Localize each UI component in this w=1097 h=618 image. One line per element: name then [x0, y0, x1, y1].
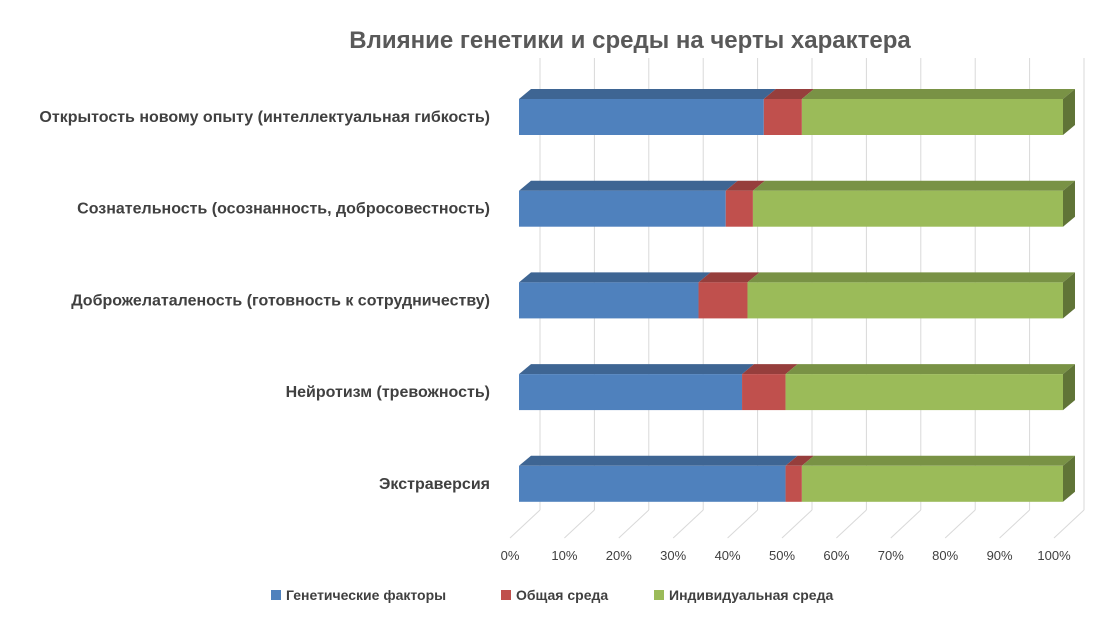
floor-gridline	[999, 509, 1030, 539]
legend-item: Индивидуальная среда	[654, 587, 833, 603]
bar-segment-side	[1063, 89, 1075, 135]
tick-label: 70%	[878, 548, 904, 563]
chart-title: Влияние генетики и среды на черты характ…	[349, 27, 911, 54]
tick-label: 30%	[660, 548, 686, 563]
tick-label: 40%	[715, 548, 741, 563]
legend-label: Генетические факторы	[286, 587, 446, 603]
bar-segment-top	[519, 89, 776, 99]
bar-segment-top	[785, 364, 1075, 375]
legend-label: Индивидуальная среда	[669, 587, 833, 603]
tick-label: 60%	[823, 548, 849, 563]
floor-gridline	[727, 509, 758, 539]
bar-row	[519, 272, 1075, 319]
floor-gridline	[781, 509, 813, 539]
bar-segment-top	[742, 364, 798, 375]
tick-label: 100%	[1037, 548, 1071, 563]
bar-segment	[519, 374, 743, 411]
bar-segment-top	[747, 272, 1075, 283]
legend-swatch	[654, 590, 664, 600]
category-label: Открытость новому опыту (интеллектуальна…	[39, 109, 490, 126]
category-label: Сознательность (осознанность, добросовес…	[77, 201, 490, 218]
tick-label: 80%	[932, 548, 958, 563]
bar-segment	[519, 282, 699, 319]
floor-gridline	[944, 509, 976, 539]
category-label: Нейротизм (тревожность)	[286, 384, 490, 401]
bar-segment	[801, 99, 1063, 135]
bar-segment	[763, 99, 802, 135]
bar-segment-top	[519, 455, 798, 466]
category-labels: Открытость новому опыту (интеллектуальна…	[39, 109, 490, 493]
bar-segment	[698, 282, 748, 319]
bar-segment	[801, 465, 1063, 502]
floor-gridline	[1053, 509, 1085, 539]
bar-segment-side	[1063, 272, 1075, 319]
bars	[519, 89, 1075, 502]
bar-segment-side	[1063, 364, 1075, 411]
bar-segment-top	[801, 455, 1075, 466]
bar-row	[519, 89, 1075, 135]
bar-segment-top	[698, 272, 760, 283]
floor-gridline	[890, 509, 922, 539]
bar-segment-top	[752, 180, 1075, 191]
legend-swatch	[271, 590, 281, 600]
tick-label: 50%	[769, 548, 795, 563]
bar-segment	[785, 374, 1063, 411]
bar-segment	[519, 190, 726, 227]
bar-segment-top	[519, 364, 755, 375]
bar-row	[519, 364, 1075, 411]
bar-segment	[519, 99, 764, 135]
legend-label: Общая среда	[516, 587, 608, 603]
bar-row	[519, 180, 1075, 227]
legend-item: Генетические факторы	[271, 587, 446, 603]
floor-gridline	[509, 509, 541, 539]
bar-segment	[752, 190, 1063, 227]
x-axis-ticks: 0% 10% 20% 30% 40% 50% 60% 70% 80% 90% 100%	[501, 548, 1071, 563]
bar-segment-top	[801, 89, 1075, 99]
bar-segment-top	[519, 272, 711, 283]
category-label: Доброжелаталеность (готовность к сотрудн…	[71, 292, 490, 309]
bar-segment-top	[785, 455, 814, 466]
floor-gridline	[836, 509, 867, 539]
bar-segment-top	[725, 180, 765, 191]
tick-label: 90%	[987, 548, 1013, 563]
category-label: Экстраверсия	[379, 476, 490, 493]
legend-swatch	[501, 590, 511, 600]
bar-segment	[725, 190, 753, 227]
bar-segment	[785, 465, 802, 502]
floor-gridline	[564, 509, 595, 539]
bar-segment-side	[1063, 455, 1075, 502]
bar-segment-side	[1063, 180, 1075, 227]
bar-segment-top	[519, 180, 738, 191]
bar-row	[519, 455, 1075, 502]
bar-segment	[747, 282, 1063, 319]
floor-gridline	[618, 509, 650, 539]
legend-item: Общая среда	[501, 587, 608, 603]
bar-segment	[742, 374, 786, 411]
tick-label: 20%	[606, 548, 632, 563]
legend: Генетические факторы Общая среда Индивидуа…	[271, 587, 833, 603]
tick-label: 10%	[551, 548, 577, 563]
floor-gridline	[672, 509, 704, 539]
bar-segment-top	[763, 89, 814, 99]
tick-label: 0%	[501, 548, 520, 563]
bar-segment	[519, 465, 786, 502]
